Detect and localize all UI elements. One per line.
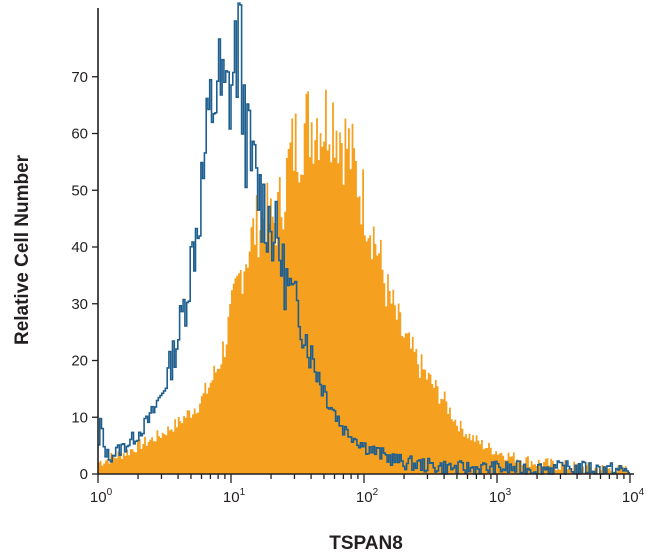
x-axis-major-ticks — [97, 474, 631, 483]
y-axis-tick-labels: 0 10 20 30 40 50 60 70 — [71, 69, 88, 483]
x-axis-title: TSPAN8 — [329, 533, 403, 554]
y-axis-title: Relative Cell Number — [12, 154, 33, 345]
y-tick-label-10: 10 — [71, 409, 88, 426]
y-tick-label-0: 0 — [80, 466, 88, 483]
y-tick-label-40: 40 — [71, 239, 88, 256]
y-tick-label-30: 30 — [71, 296, 88, 313]
x-tick-label-1e1: 101 — [223, 487, 246, 506]
x-axis-tick-labels: 100 101 102 103 104 — [90, 487, 645, 506]
y-tick-label-50: 50 — [71, 182, 88, 199]
y-tick-label-70: 70 — [71, 69, 88, 86]
y-tick-label-20: 20 — [71, 353, 88, 370]
plot-area — [98, 2, 630, 475]
y-axis-ticks — [92, 76, 98, 475]
x-tick-label-1e3: 103 — [489, 487, 512, 506]
x-tick-label-1e2: 102 — [356, 487, 379, 506]
series-isotype-histogram — [98, 2, 630, 475]
y-tick-label-60: 60 — [71, 126, 88, 143]
x-axis-minor-ticks — [137, 474, 625, 479]
series-tspan8-histogram — [98, 89, 630, 475]
x-tick-label-1e0: 100 — [90, 487, 113, 506]
x-tick-label-1e4: 104 — [622, 487, 645, 506]
